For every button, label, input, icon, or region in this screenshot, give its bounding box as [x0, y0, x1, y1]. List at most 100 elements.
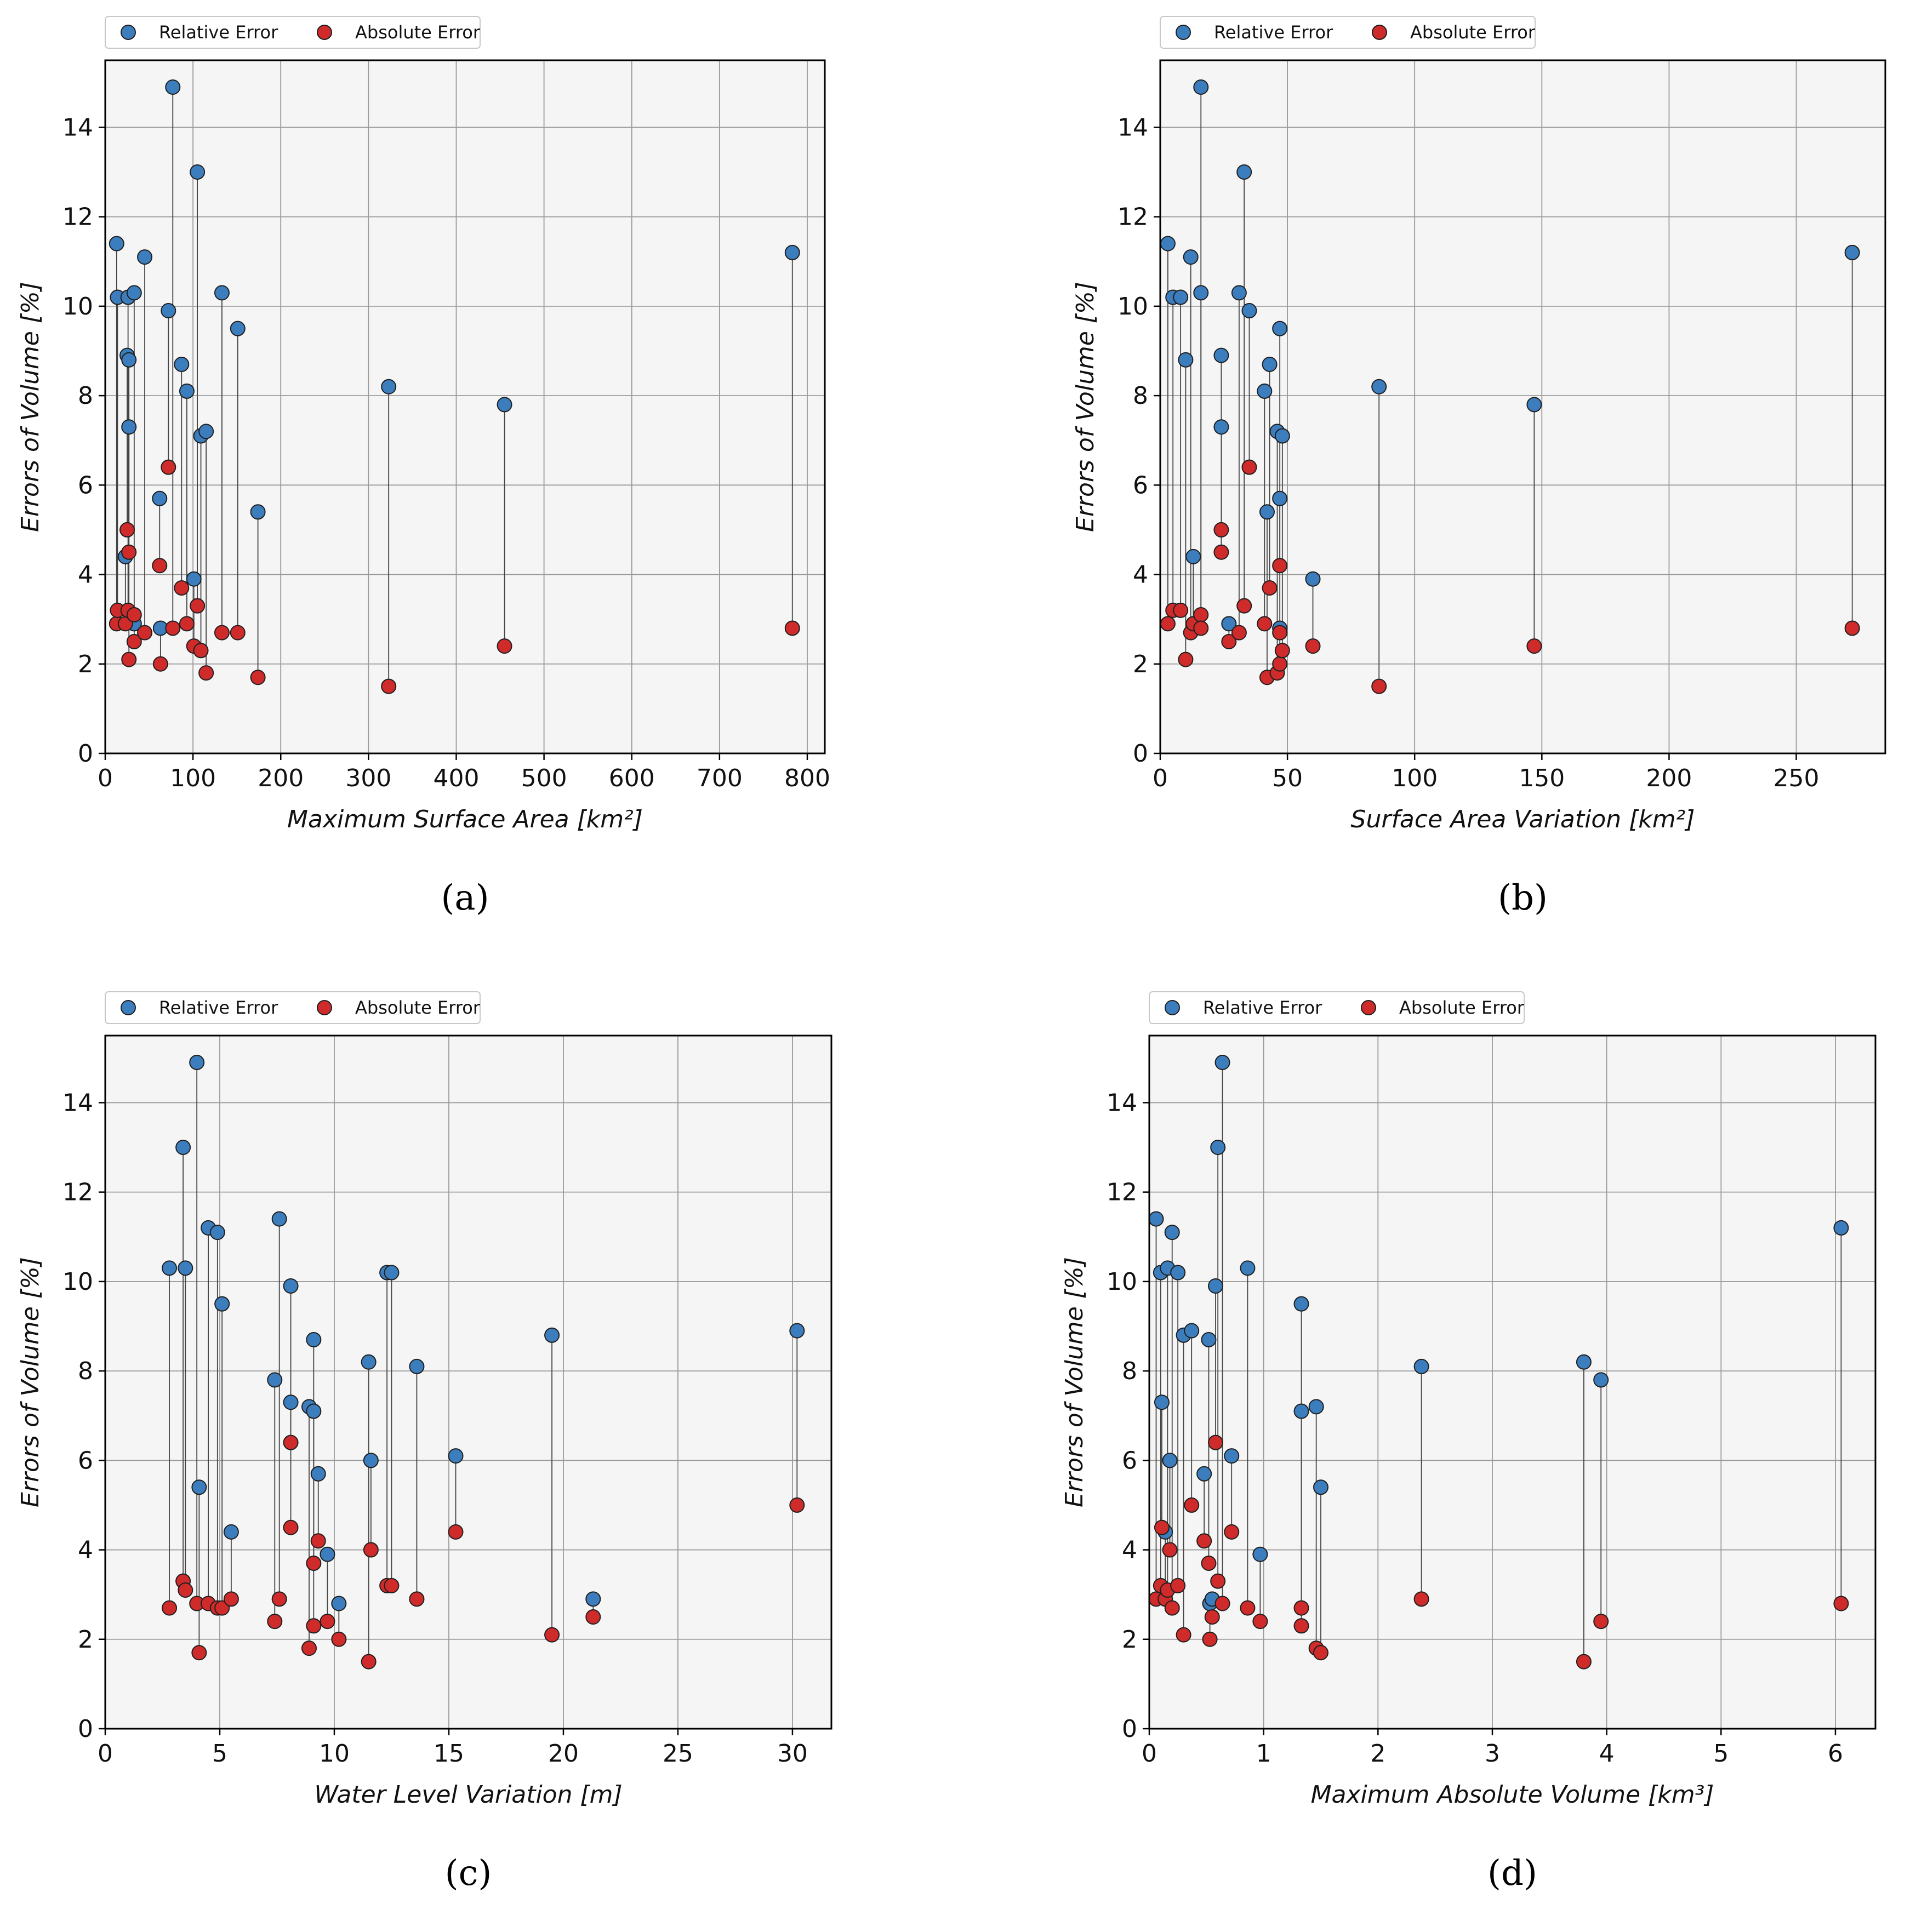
relative-error-point: [784, 244, 800, 260]
absolute-error-point: [1833, 1596, 1849, 1611]
legend: Relative Error Absolute Error: [1149, 991, 1525, 1024]
relative-error-point: [209, 1225, 225, 1241]
absolute-error-point: [121, 651, 137, 667]
relative-error-point: [1371, 379, 1387, 395]
plot-frame: [1159, 59, 1886, 754]
x-axis-label: Maximum Absolute Volume [km³]: [1311, 1781, 1714, 1809]
absolute-error-point: [1210, 1573, 1226, 1589]
relative-error-point: [1160, 236, 1176, 251]
legend-absolute-marker: [1372, 25, 1387, 40]
absolute-error-point: [152, 558, 168, 574]
absolute-error-point: [1154, 1519, 1170, 1535]
relative-error-point: [1170, 1265, 1186, 1281]
legend-absolute-marker: [1361, 1000, 1376, 1015]
absolute-error-point: [1241, 459, 1257, 475]
relative-error-point: [126, 285, 142, 301]
legend-box: [1149, 991, 1525, 1024]
x-tick-label: 0: [98, 764, 113, 792]
relative-error-point: [544, 1327, 560, 1343]
y-tick-label: 4: [1122, 1536, 1137, 1564]
y-tick-label: 12: [62, 203, 93, 231]
absolute-error-point: [1413, 1591, 1429, 1607]
relative-error-point: [381, 379, 397, 395]
absolute-error-point: [271, 1591, 287, 1607]
relative-error-point: [1526, 397, 1542, 413]
plot-area: [105, 60, 825, 753]
relative-error-point: [1196, 1466, 1212, 1482]
relative-error-point: [189, 1054, 205, 1070]
legend-absolute-label: Absolute Error: [355, 22, 481, 43]
y-axis-label: Errors of Volume [%]: [1060, 1257, 1088, 1507]
absolute-error-point: [1844, 620, 1860, 636]
relative-error-point: [1164, 1225, 1180, 1241]
x-tick-label: 200: [258, 764, 304, 792]
legend-box: [105, 991, 481, 1024]
x-tick-label: 10: [319, 1740, 350, 1768]
x-tick-label: 200: [1646, 764, 1692, 792]
relative-error-point: [1214, 1054, 1230, 1070]
relative-error-point: [1201, 1331, 1217, 1347]
absolute-error-point: [191, 1645, 207, 1661]
relative-error-point: [1593, 1372, 1609, 1388]
relative-error-point: [1236, 164, 1252, 180]
relative-error-point: [271, 1211, 287, 1227]
relative-error-point: [191, 1479, 207, 1495]
absolute-error-point: [1160, 616, 1176, 632]
relative-error-point: [1844, 244, 1860, 260]
absolute-error-point: [585, 1609, 601, 1625]
relative-error-point: [1185, 548, 1201, 564]
y-tick-label: 14: [62, 1089, 93, 1117]
absolute-error-point: [384, 1577, 400, 1593]
absolute-error-point: [1196, 1533, 1212, 1549]
legend-relative-label: Relative Error: [159, 997, 278, 1018]
absolute-error-point: [1193, 620, 1209, 636]
y-tick-label: 10: [62, 1268, 93, 1296]
relative-error-point: [1272, 490, 1288, 506]
x-tick-label: 100: [1392, 764, 1438, 792]
absolute-error-point: [1313, 1645, 1328, 1661]
relative-error-point: [306, 1331, 322, 1347]
legend-relative-marker: [1176, 25, 1191, 40]
y-tick-label: 4: [78, 1536, 93, 1564]
y-tick-label: 6: [78, 1447, 93, 1474]
absolute-error-point: [1593, 1614, 1609, 1630]
y-tick-label: 4: [78, 561, 93, 589]
absolute-error-point: [1236, 598, 1252, 614]
x-tick-label: 6: [1828, 1740, 1843, 1768]
x-tick-label: 0: [1142, 1740, 1157, 1768]
absolute-error-point: [1162, 1542, 1178, 1558]
x-tick-label: 0: [1153, 764, 1168, 792]
relative-error-point: [1413, 1358, 1429, 1374]
panel-caption: (b): [1498, 878, 1548, 918]
legend-relative-marker: [121, 25, 136, 40]
legend-relative-label: Relative Error: [1214, 22, 1333, 43]
relative-error-point: [162, 1260, 178, 1276]
absolute-error-point: [497, 638, 512, 654]
plot-frame: [1148, 1034, 1877, 1730]
absolute-error-point: [1213, 522, 1229, 538]
panel-caption: (d): [1487, 1853, 1537, 1894]
absolute-error-point: [198, 665, 214, 681]
absolute-error-point: [152, 656, 168, 672]
absolute-error-point: [1293, 1600, 1309, 1616]
y-tick-label: 10: [1117, 293, 1148, 321]
absolute-error-point: [1170, 1577, 1186, 1593]
absolute-error-point: [1257, 616, 1273, 632]
relative-error-point: [409, 1358, 425, 1374]
relative-error-point: [1274, 428, 1290, 444]
x-tick-label: 500: [521, 764, 567, 792]
absolute-error-point: [544, 1627, 560, 1643]
y-tick-label: 2: [78, 650, 93, 678]
absolute-error-point: [1213, 544, 1229, 560]
relative-error-point: [1193, 79, 1209, 95]
relative-error-point: [1148, 1211, 1164, 1227]
y-tick-label: 8: [78, 1357, 93, 1385]
y-tick-label: 8: [78, 382, 93, 410]
x-tick-label: 5: [212, 1740, 227, 1768]
y-tick-label: 10: [62, 293, 93, 321]
relative-error-point: [363, 1453, 379, 1468]
legend-absolute-label: Absolute Error: [1399, 997, 1525, 1018]
relative-error-point: [1257, 383, 1273, 399]
legend-box: [105, 16, 481, 49]
panel-caption: (c): [445, 1853, 492, 1894]
